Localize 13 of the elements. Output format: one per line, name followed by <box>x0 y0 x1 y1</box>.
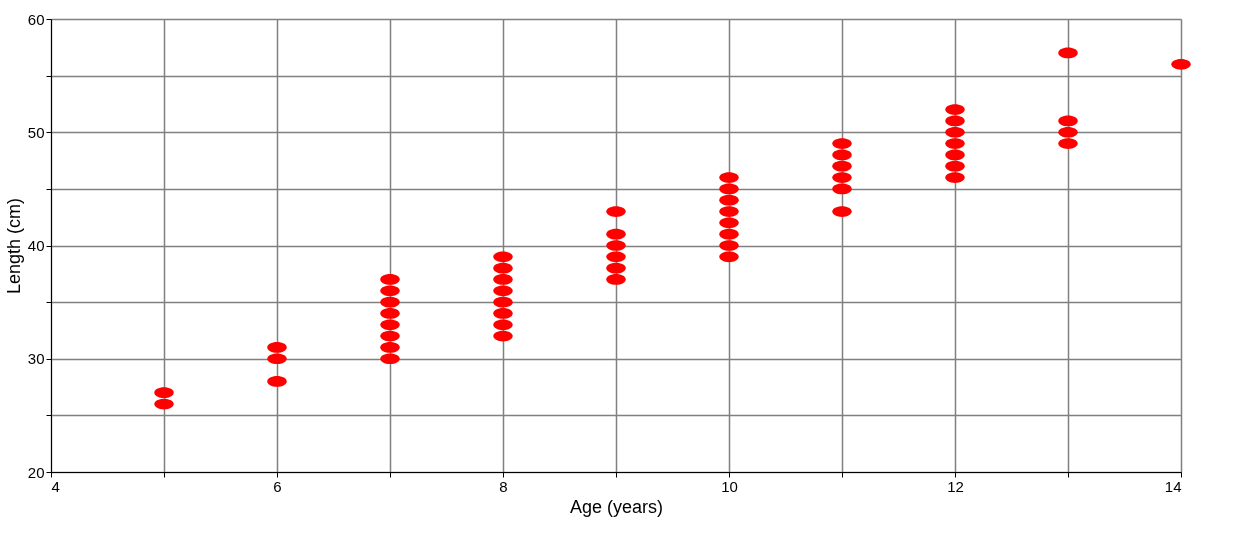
y-tick-label: 30 <box>27 350 45 368</box>
x-tick-label: 14 <box>1164 477 1182 495</box>
y-tick-label: 60 <box>27 10 45 28</box>
y-tick-label: 50 <box>27 123 45 141</box>
x-axis-title: Age (years) <box>569 496 664 517</box>
y-axis-title: Length (cm) <box>3 197 24 295</box>
x-tick-label: 10 <box>721 477 738 495</box>
y-tick-label: 20 <box>27 463 45 481</box>
x-tick-label: 8 <box>499 477 508 495</box>
x-tick-label: 4 <box>51 477 60 495</box>
x-tick-label: 12 <box>947 477 964 495</box>
y-tick-label: 40 <box>27 237 45 254</box>
x-tick-label: 6 <box>273 477 282 495</box>
